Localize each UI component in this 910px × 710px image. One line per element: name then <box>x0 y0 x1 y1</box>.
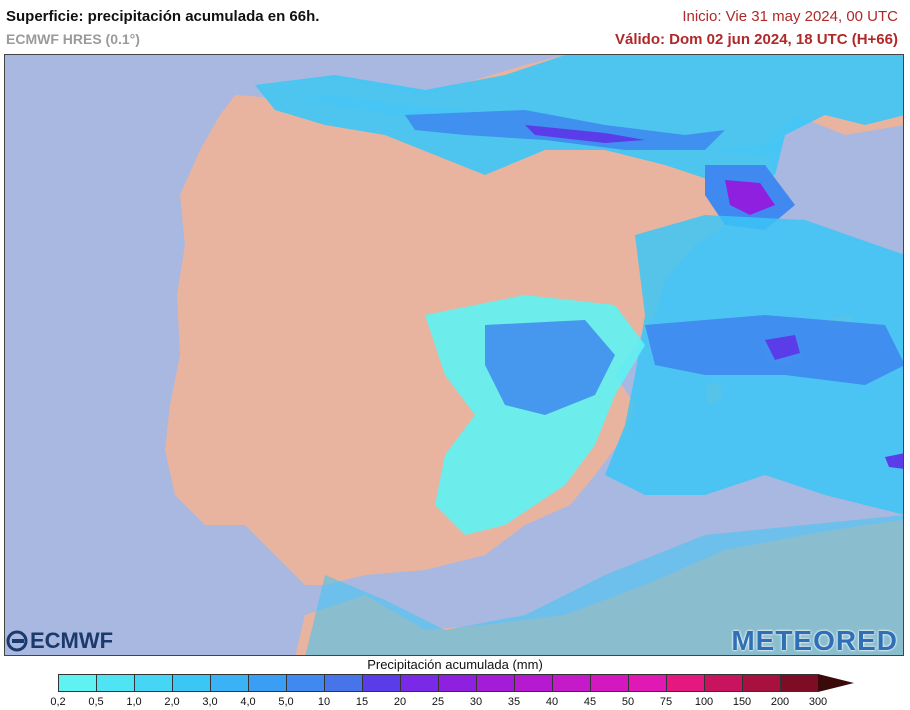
precip-balearic-max <box>765 335 800 360</box>
legend-swatch <box>552 674 590 692</box>
legend-label: 0,5 <box>88 696 104 708</box>
legend-swatch <box>780 674 818 692</box>
valid-time: Válido: Dom 02 jun 2024, 18 UTC (H+66) <box>614 31 898 48</box>
legend-swatch <box>628 674 666 692</box>
legend-label: 300 <box>808 696 828 708</box>
legend-swatch <box>248 674 286 692</box>
precip-pyrenees-max <box>525 125 645 143</box>
legend-label: 0,2 <box>50 696 66 708</box>
model-label: ECMWF HRES (0.1°) <box>6 31 140 47</box>
legend-label: 25 <box>431 696 445 708</box>
ecmwf-logo-text: ECMWF <box>30 628 114 653</box>
legend-swatch <box>438 674 476 692</box>
map-canvas <box>5 55 903 655</box>
legend-swatch <box>134 674 172 692</box>
legend-swatch <box>210 674 248 692</box>
legend-arrow <box>818 674 854 692</box>
legend-label: 75 <box>659 696 673 708</box>
legend-colorbar <box>58 674 854 692</box>
legend-swatch <box>96 674 134 692</box>
precip-catalonia-max <box>725 180 775 215</box>
legend-swatch <box>742 674 780 692</box>
legend-title: Precipitación acumulada (mm) <box>367 657 543 672</box>
precip-east-dot <box>885 453 903 469</box>
legend-swatch <box>172 674 210 692</box>
legend-swatch <box>666 674 704 692</box>
legend-label: 4,0 <box>240 696 256 708</box>
precip-east-core <box>485 320 615 415</box>
legend-label: 100 <box>694 696 714 708</box>
legend-label: 2,0 <box>164 696 180 708</box>
legend-swatch <box>590 674 628 692</box>
legend-label: 35 <box>507 696 521 708</box>
precip-north-band <box>255 55 903 185</box>
legend-label: 40 <box>545 696 559 708</box>
legend-label: 30 <box>469 696 483 708</box>
ecmwf-logo: ECMWF <box>6 628 113 654</box>
legend-label: 20 <box>393 696 407 708</box>
legend-swatch <box>514 674 552 692</box>
legend-label: 50 <box>621 696 635 708</box>
legend-label: 5,0 <box>278 696 294 708</box>
precipitation-map[interactable] <box>4 54 904 656</box>
meteored-logo: METEORED <box>731 625 898 656</box>
legend-swatch <box>476 674 514 692</box>
precip-south-med <box>305 515 903 655</box>
legend-label: 3,0 <box>202 696 218 708</box>
legend-swatch <box>704 674 742 692</box>
legend-swatch <box>286 674 324 692</box>
legend-swatch <box>400 674 438 692</box>
legend-label: 150 <box>732 696 752 708</box>
legend-labels: 0,2 0,5 1,0 2,0 3,0 4,0 5,0 10 15 20 25 30 35 40 45 50 7… <box>0 696 910 710</box>
legend-swatch <box>58 674 96 692</box>
legend-swatch <box>362 674 400 692</box>
map-title: Superficie: precipitación acumulada en 6… <box>6 8 320 25</box>
legend-label: 10 <box>317 696 331 708</box>
legend-label: 45 <box>583 696 597 708</box>
legend-swatch <box>324 674 362 692</box>
init-time: Inicio: Vie 31 may 2024, 00 UTC <box>682 8 898 25</box>
legend-label: 200 <box>770 696 790 708</box>
ecmwf-logo-icon <box>6 630 28 652</box>
legend-label: 15 <box>355 696 369 708</box>
legend-label: 1,0 <box>126 696 142 708</box>
